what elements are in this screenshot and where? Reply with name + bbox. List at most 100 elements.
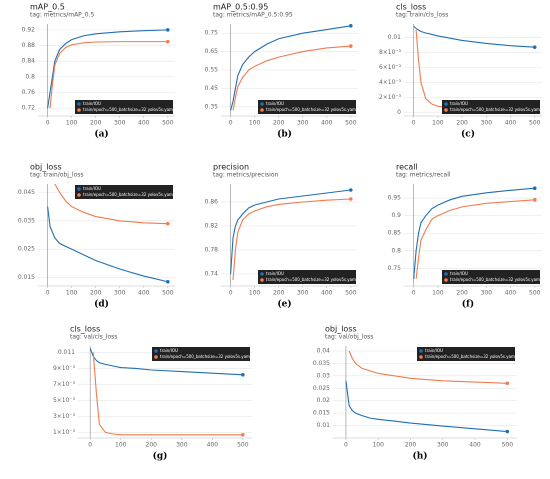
y-tick-label: 0.75 [205, 30, 219, 37]
legend-label: train/epoch=500_batchsize=32 yolov5s.yam… [83, 107, 174, 112]
y-tick-label: 0.76 [22, 89, 36, 96]
end-point [165, 221, 170, 226]
chart-subtitle: tag: metrics/mAP_0.5:0.95 [213, 12, 293, 19]
x-tick-label: 100 [66, 290, 78, 297]
y-tick-label: 0.45 [205, 85, 219, 92]
caption: (f) [462, 299, 474, 310]
end-point [348, 188, 353, 192]
legend-swatch [77, 193, 81, 197]
end-point [532, 186, 537, 191]
legend-label: train/epoch=500_batchsize=32 yolov5s.yam… [266, 277, 357, 282]
x-tick-label: 100 [115, 442, 127, 449]
x-tick-label: 300 [114, 290, 126, 297]
chart-title: cls_loss [396, 3, 426, 12]
x-tick-label: 500 [162, 290, 174, 297]
x-tick-label: 200 [273, 290, 285, 297]
x-tick-label: 0 [229, 290, 233, 297]
y-tick-label: 0.011 [58, 349, 75, 356]
y-tick-label: 0.72 [22, 105, 36, 112]
end-point [165, 28, 170, 32]
y-tick-label: 0.04 [317, 347, 331, 354]
series-line [230, 25, 351, 111]
y-tick-label: 0.92 [22, 26, 36, 33]
y-tick-label: 0.85 [388, 230, 402, 237]
x-tick-label: 500 [345, 290, 357, 297]
end-point [348, 44, 353, 48]
x-tick-label: 200 [405, 442, 417, 449]
series-line [92, 352, 243, 436]
end-point [348, 24, 353, 28]
y-tick-label: 0.35 [205, 103, 219, 110]
chart-title: mAP_0.5 [30, 3, 65, 12]
caption: (g) [153, 451, 168, 462]
x-tick-label: 500 [502, 442, 514, 449]
y-tick-label: 0.82 [205, 223, 219, 230]
legend-swatch [444, 272, 448, 276]
x-tick-label: 200 [456, 120, 468, 127]
chart-subtitle: tag: metrics/mAP_0.5 [30, 12, 95, 19]
legend-swatch [419, 349, 423, 353]
chart-title: obj_loss [30, 163, 62, 172]
y-tick-label: 7×10⁻³ [53, 381, 76, 388]
y-tick-label: 0.65 [205, 48, 219, 55]
series-line [54, 183, 168, 225]
series-line [348, 350, 508, 384]
end-point [165, 279, 170, 284]
y-tick-label: 0.01 [388, 34, 402, 41]
x-tick-label: 0 [229, 120, 233, 127]
legend-label: train/IOU [160, 348, 178, 353]
series-line [413, 187, 535, 280]
chart-subtitle: tag: val/obj_loss [325, 334, 373, 341]
chart-title: precision [213, 163, 249, 172]
legend-label: train/epoch=500_batchsize=32 yolov5s.yam… [160, 354, 251, 359]
y-tick-label: 2×10⁻³ [379, 94, 402, 101]
series-line [49, 41, 168, 109]
y-tick-label: 0 [397, 109, 401, 116]
legend-box [417, 347, 515, 361]
y-tick-label: 0.8 [25, 73, 35, 80]
caption: (b) [277, 129, 292, 140]
x-tick-label: 400 [469, 442, 481, 449]
end-point [532, 45, 537, 49]
series-line [415, 199, 535, 280]
x-tick-label: 300 [114, 120, 126, 127]
y-tick-label: 0.025 [18, 246, 35, 253]
y-tick-label: 0.84 [22, 58, 36, 65]
x-tick-label: 100 [66, 120, 78, 127]
legend-label: train/epoch=500_batchsize=32 yolov5s.yam… [83, 192, 174, 197]
y-tick-label: 1×10⁻³ [53, 429, 76, 436]
legend-box [75, 100, 173, 114]
y-tick-label: 0.025 [313, 385, 330, 392]
legend-label: train/IOU [425, 348, 443, 353]
x-tick-label: 400 [207, 442, 219, 449]
end-point [165, 39, 170, 44]
legend-label: train/epoch=500_batchsize=32 yolov5s.yam… [425, 354, 516, 359]
y-tick-label: 0.01 [317, 422, 331, 429]
x-tick-label: 200 [456, 290, 468, 297]
caption: (a) [94, 129, 108, 140]
y-tick-label: 3×10⁻³ [53, 413, 76, 420]
series-line [232, 45, 351, 111]
y-tick-label: 0.86 [205, 199, 219, 206]
x-tick-label: 0 [412, 290, 416, 297]
x-tick-label: 300 [437, 442, 449, 449]
legend-swatch [444, 108, 448, 112]
y-tick-label: 0.55 [205, 67, 219, 74]
x-tick-label: 400 [138, 120, 150, 127]
x-tick-label: 500 [345, 120, 357, 127]
x-tick-label: 500 [529, 290, 541, 297]
y-tick-label: 0.015 [18, 274, 35, 281]
chart-title: mAP_0.5:0.95 [213, 3, 268, 12]
x-tick-label: 500 [162, 120, 174, 127]
x-tick-label: 0 [46, 290, 50, 297]
x-tick-label: 200 [90, 120, 102, 127]
legend-label: train/IOU [450, 271, 468, 276]
legend-swatch [77, 108, 81, 112]
y-tick-label: 0.9 [391, 212, 401, 219]
x-tick-label: 0 [412, 120, 416, 127]
